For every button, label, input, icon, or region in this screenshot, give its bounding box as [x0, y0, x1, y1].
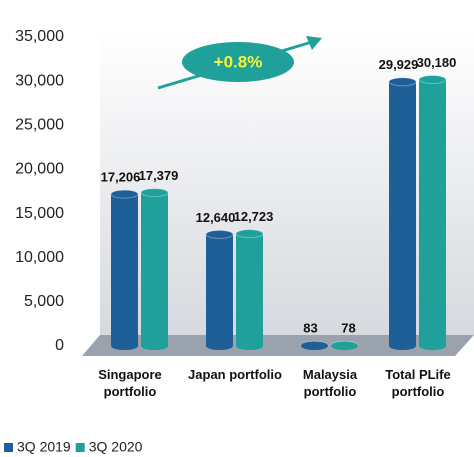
- y-tick-label: 15,000: [15, 205, 64, 222]
- data-label: 78: [341, 321, 355, 336]
- legend-label: 3Q 2019: [17, 439, 71, 455]
- data-label: 17,379: [139, 168, 179, 183]
- data-label: 17,206: [101, 170, 141, 185]
- y-tick-label: 30,000: [15, 72, 64, 89]
- x-tick-label: Singapore portfolio: [98, 367, 162, 399]
- bar: [236, 233, 263, 346]
- bar: [141, 192, 168, 346]
- annotation: +0.8%: [214, 52, 263, 71]
- y-tick-label: 25,000: [15, 117, 64, 134]
- y-tick-label: 35,000: [15, 28, 64, 45]
- legend-label: 3Q 2020: [89, 439, 143, 455]
- bar-base: [301, 342, 328, 350]
- legend-swatch: [4, 443, 13, 452]
- bar: [111, 194, 138, 346]
- bar-base: [141, 342, 168, 350]
- bar-cap: [418, 75, 447, 85]
- data-label: 83: [303, 321, 317, 336]
- data-label: 12,723: [234, 209, 274, 224]
- y-tick-label: 0: [55, 337, 64, 354]
- bar-cap: [205, 229, 234, 239]
- y-tick-label: 10,000: [15, 249, 64, 266]
- arrow-head: [306, 36, 322, 50]
- bar-cap: [235, 229, 264, 239]
- bar-base: [206, 342, 233, 350]
- bar: [389, 81, 416, 346]
- bar-base: [236, 342, 263, 350]
- bar-base: [331, 342, 358, 350]
- y-tick-label: 20,000: [15, 161, 64, 178]
- bar-cap: [388, 77, 417, 87]
- bar-base: [389, 342, 416, 350]
- legend-swatch: [75, 443, 85, 452]
- x-tick-label: Malaysia portfolio: [302, 367, 358, 399]
- y-tick-label: 5,000: [24, 293, 64, 310]
- back-wall: [100, 30, 474, 335]
- data-label: 12,640: [196, 210, 236, 225]
- x-tick-label: Total PLife portfolio: [385, 367, 451, 399]
- bar: [206, 234, 233, 346]
- bar-cap: [110, 189, 139, 199]
- floor: [82, 335, 474, 356]
- data-label: 30,180: [417, 55, 457, 70]
- annotation-bubble: [182, 42, 294, 82]
- bar-base: [111, 342, 138, 350]
- x-tick-label: Japan portfolio: [188, 367, 282, 382]
- bar: [419, 79, 446, 346]
- bar-cap: [140, 188, 169, 198]
- bar-base: [419, 342, 446, 350]
- data-label: 29,929: [379, 57, 419, 72]
